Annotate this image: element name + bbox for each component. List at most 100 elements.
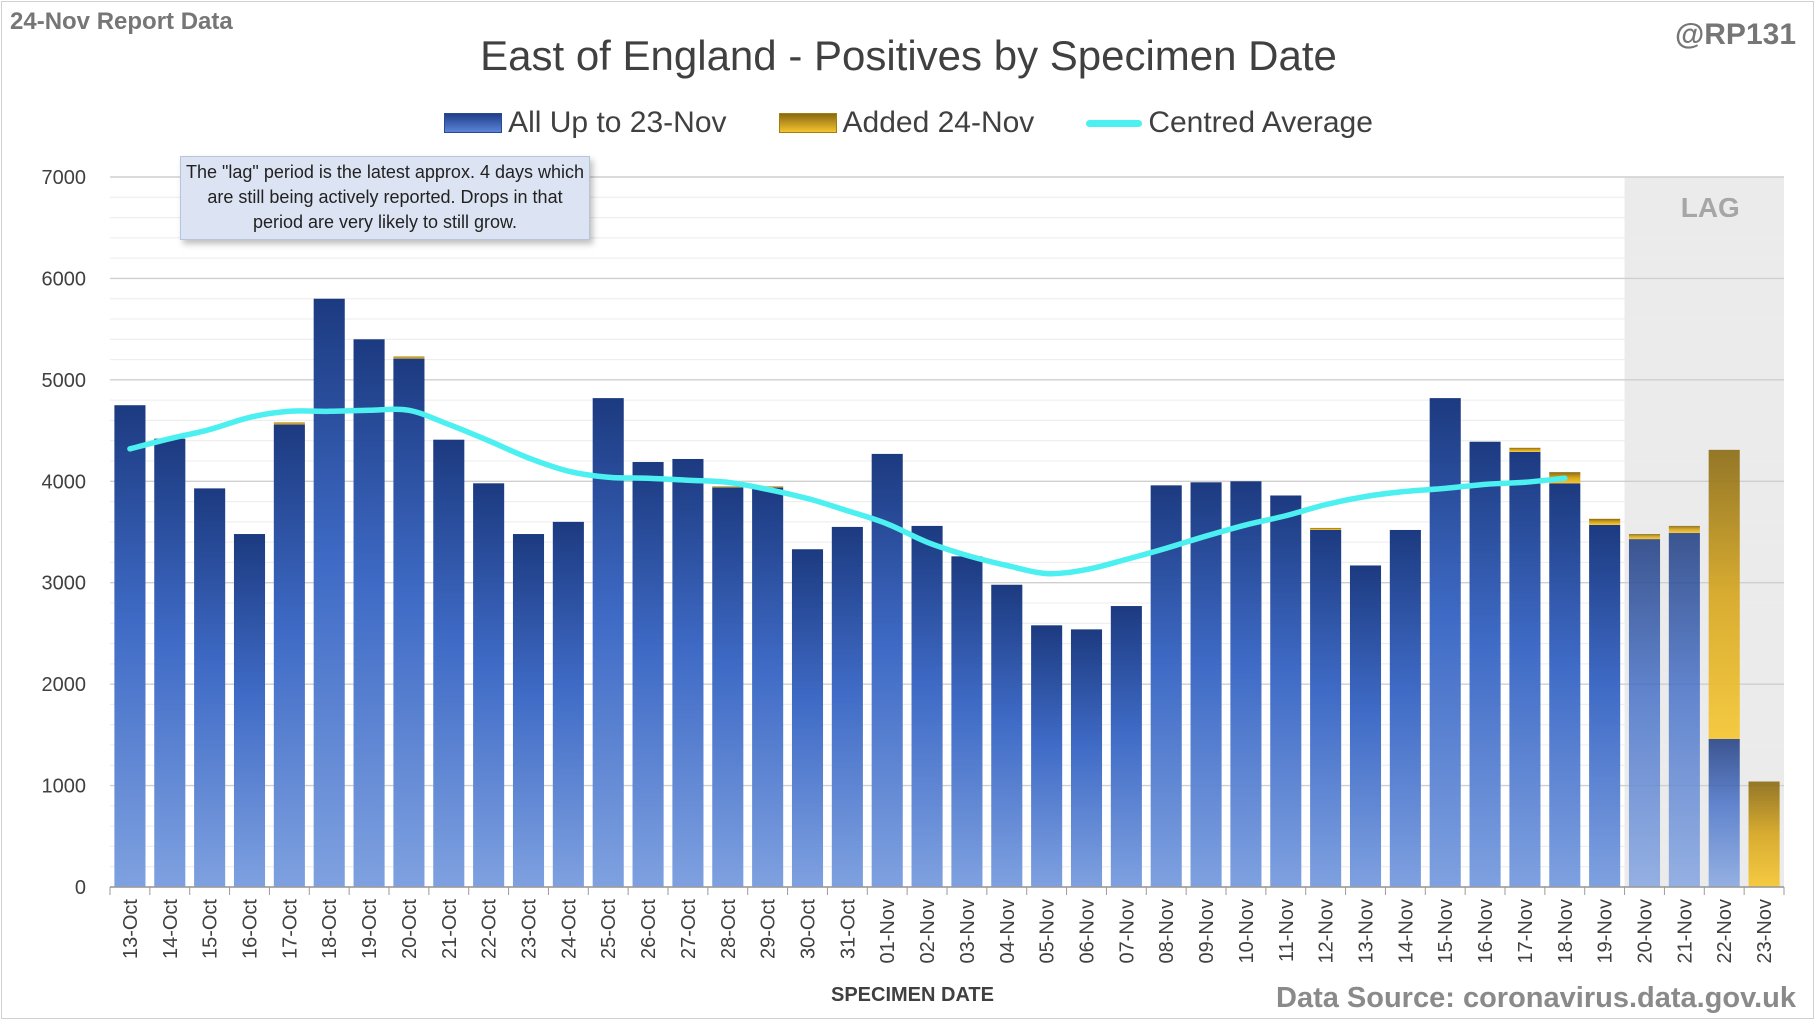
x-tick-label: 15-Oct [200,899,222,959]
bar-all-up-to [313,298,345,887]
x-tick-label: 23-Nov [1754,899,1776,963]
bar-all-up-to [1310,529,1342,887]
y-tick-label: 0 [75,877,86,899]
bar-added [393,356,425,359]
legend-label-all-up-to: All Up to 23-Nov [508,106,727,139]
bar-all-up-to [1469,441,1501,887]
x-tick-label: 15-Nov [1435,899,1457,963]
x-tick-label: 10-Nov [1236,899,1258,963]
bar-all-up-to [1549,483,1581,887]
x-tick-label: 14-Oct [160,899,182,959]
bar-all-up-to [712,487,744,887]
x-tick-label: 03-Nov [957,899,979,963]
bar-all-up-to [1589,524,1621,887]
x-tick-label: 06-Nov [1077,899,1099,963]
legend-item-average: Centred Average [1086,106,1373,140]
bar-all-up-to [233,534,266,887]
bar-all-up-to [1031,625,1063,887]
bar-all-up-to [552,521,584,887]
x-tick-label: 17-Nov [1515,899,1537,963]
bar-all-up-to [1070,629,1103,887]
bar-all-up-to [1110,606,1142,887]
bar-added [1708,449,1740,739]
x-tick-label: 22-Nov [1714,899,1736,963]
bar-all-up-to [791,549,824,887]
x-tick-label: 05-Nov [1037,899,1059,963]
legend: All Up to 23-Nov Added 24-Nov Centred Av… [0,106,1817,140]
bar-all-up-to [1429,398,1461,887]
x-tick-label: 20-Nov [1635,899,1657,963]
y-tick-label: 3000 [42,573,87,595]
bar-all-up-to [1190,482,1222,887]
author-handle: @RP131 [1675,18,1796,51]
bar-all-up-to [393,358,425,887]
bar-added [1748,781,1780,887]
bar-all-up-to [353,339,385,887]
bar-all-up-to [991,584,1023,887]
y-tick-label: 2000 [42,674,87,696]
y-tick-label: 4000 [42,471,87,493]
bar-all-up-to [632,462,664,887]
x-tick-label: 19-Nov [1595,899,1617,963]
bar-all-up-to [951,556,983,887]
x-tick-label: 08-Nov [1156,899,1178,963]
x-tick-label: 18-Oct [319,899,341,959]
bar-all-up-to [433,439,465,887]
bar-all-up-to [672,458,704,887]
bar-all-up-to [1230,481,1262,887]
centred-average-line [127,406,1568,577]
bar-all-up-to [1668,533,1700,887]
bar-all-up-to [911,525,943,887]
bar-all-up-to [1509,451,1541,887]
x-tick-label: 20-Oct [399,899,421,959]
x-tick-label: 16-Nov [1475,899,1497,963]
bar-added [1668,525,1700,534]
x-tick-label: 02-Nov [917,899,939,963]
bar-all-up-to [273,424,305,887]
x-tick-label: 17-Oct [279,899,301,959]
bar-all-up-to [473,483,505,887]
bar-added [1509,447,1541,452]
bar-added [273,422,305,425]
legend-label-added: Added 24-Nov [842,106,1035,139]
x-tick-label: 27-Oct [678,899,700,959]
x-tick-label: 13-Nov [1356,899,1378,963]
legend-swatch-blue [444,113,503,133]
lag-note: The "lag" period is the latest approx. 4… [180,156,590,240]
x-tick-label: 16-Oct [240,899,262,959]
x-tick-label: 13-Oct [120,899,142,959]
y-tick-label: 5000 [42,370,87,392]
x-tick-label: 21-Oct [439,899,461,959]
x-axis-title: SPECIMEN DATE [831,984,994,1006]
bar-all-up-to [1389,529,1421,887]
x-tick-label: 22-Oct [479,899,501,959]
bar-all-up-to [1349,565,1382,887]
lag-label: LAG [1681,192,1740,223]
bar-all-up-to [752,487,784,887]
bar-added [1589,518,1621,525]
legend-label-average: Centred Average [1148,106,1373,139]
bar-all-up-to [1270,495,1302,887]
x-tick-label: 11-Nov [1276,899,1298,962]
legend-swatch-gold [778,113,837,133]
x-tick-label: 30-Oct [798,899,820,959]
x-tick-label: 18-Nov [1555,899,1577,963]
x-tick-label: 01-Nov [877,899,899,963]
data-source: Data Source: coronavirus.data.gov.uk [1276,982,1796,1014]
chart-title: East of England - Positives by Specimen … [480,32,1337,79]
y-tick-label: 7000 [42,167,87,189]
bar-all-up-to [512,534,545,887]
x-tick-label: 12-Nov [1316,899,1338,963]
x-tick-label: 29-Oct [758,899,780,959]
bar-all-up-to [154,438,186,887]
x-tick-label: 14-Nov [1395,899,1417,963]
x-tick-label: 09-Nov [1196,899,1218,963]
bar-all-up-to [831,526,863,887]
bar-all-up-to [1628,539,1661,887]
x-tick-label: 28-Oct [718,899,740,959]
bar-all-up-to [592,398,624,887]
bar-all-up-to [194,488,226,887]
bar-added [1310,527,1342,530]
